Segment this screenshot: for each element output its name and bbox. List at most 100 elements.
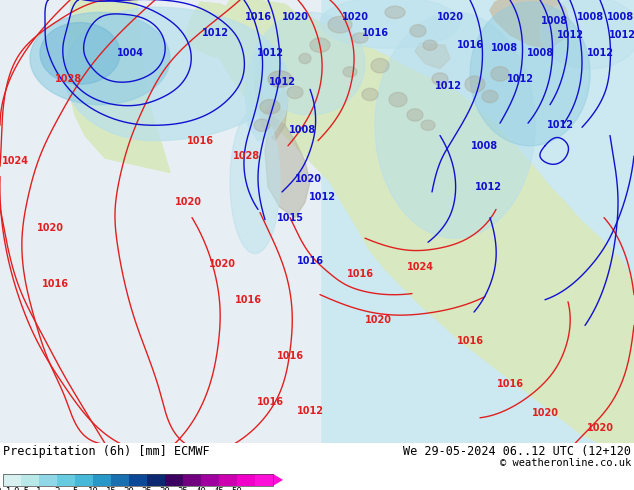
Polygon shape: [230, 110, 280, 253]
Polygon shape: [30, 12, 170, 105]
Text: 1004: 1004: [117, 49, 143, 58]
Text: 30: 30: [160, 487, 171, 490]
Text: 1012: 1012: [434, 81, 462, 91]
Polygon shape: [407, 109, 423, 121]
Bar: [237, 474, 255, 486]
Text: 25: 25: [141, 487, 152, 490]
Polygon shape: [432, 73, 448, 85]
Text: 1028: 1028: [233, 151, 259, 161]
Bar: [201, 474, 219, 486]
Bar: [165, 474, 183, 486]
Polygon shape: [465, 76, 485, 93]
Text: 1008: 1008: [288, 125, 316, 135]
Text: 1012: 1012: [297, 406, 323, 416]
Text: 1020: 1020: [174, 197, 202, 207]
Polygon shape: [362, 88, 378, 100]
Polygon shape: [375, 12, 535, 238]
Text: 1012: 1012: [507, 74, 533, 84]
Text: 1008: 1008: [472, 141, 498, 151]
Text: 2: 2: [55, 487, 60, 490]
Text: 1016: 1016: [41, 279, 68, 289]
Polygon shape: [328, 17, 352, 33]
Text: 1012: 1012: [586, 49, 614, 58]
Text: Precipitation (6h) [mm] ECMWF: Precipitation (6h) [mm] ECMWF: [3, 445, 210, 459]
Text: 1012: 1012: [547, 120, 574, 130]
Text: 1008: 1008: [491, 43, 519, 53]
Polygon shape: [491, 67, 509, 81]
Text: 1016: 1016: [456, 336, 484, 346]
Polygon shape: [410, 24, 426, 37]
Polygon shape: [40, 23, 120, 84]
Polygon shape: [299, 53, 311, 64]
Polygon shape: [470, 2, 590, 146]
Text: 1016: 1016: [245, 12, 271, 23]
Bar: [75, 474, 93, 486]
Text: © weatheronline.co.uk: © weatheronline.co.uk: [500, 458, 631, 467]
Text: 1012: 1012: [202, 28, 228, 38]
Polygon shape: [423, 40, 437, 50]
Text: 35: 35: [178, 487, 188, 490]
Text: 1020: 1020: [281, 12, 309, 23]
Bar: [129, 474, 147, 486]
Text: 1016: 1016: [361, 28, 389, 38]
Polygon shape: [421, 120, 435, 130]
Polygon shape: [68, 0, 170, 172]
Polygon shape: [273, 474, 283, 486]
Text: 1: 1: [36, 487, 42, 490]
Polygon shape: [310, 38, 330, 52]
Polygon shape: [255, 53, 288, 141]
Polygon shape: [287, 86, 303, 98]
Text: 1012: 1012: [309, 192, 335, 202]
Text: 50: 50: [231, 487, 242, 490]
Text: 1024: 1024: [1, 156, 29, 166]
Polygon shape: [268, 71, 292, 87]
Bar: [111, 474, 129, 486]
Text: 1015: 1015: [276, 213, 304, 222]
Polygon shape: [0, 0, 634, 443]
Bar: [219, 474, 237, 486]
Text: 1020: 1020: [209, 259, 235, 269]
Text: 1016: 1016: [456, 40, 484, 50]
Text: 1024: 1024: [406, 262, 434, 272]
Text: 1016: 1016: [257, 397, 283, 407]
Text: 1008: 1008: [607, 12, 633, 23]
Polygon shape: [64, 7, 285, 141]
Text: 1016: 1016: [297, 256, 323, 266]
Text: 1012: 1012: [609, 30, 634, 40]
Polygon shape: [385, 6, 405, 19]
Text: 1020: 1020: [531, 408, 559, 417]
Bar: [3, 474, 273, 486]
Text: 1016: 1016: [235, 295, 261, 305]
Text: 1008: 1008: [526, 49, 553, 58]
Polygon shape: [343, 67, 357, 77]
Text: 1008: 1008: [541, 16, 569, 25]
Text: 1016: 1016: [186, 136, 214, 146]
Text: 1016: 1016: [496, 379, 524, 389]
Text: 1012: 1012: [269, 77, 295, 87]
Bar: [39, 474, 57, 486]
Polygon shape: [265, 115, 310, 218]
Polygon shape: [389, 93, 407, 107]
Polygon shape: [371, 58, 389, 73]
Text: 1012: 1012: [474, 182, 501, 192]
Bar: [21, 474, 39, 486]
Polygon shape: [482, 90, 498, 102]
Text: 5: 5: [72, 487, 78, 490]
Polygon shape: [185, 2, 250, 58]
Polygon shape: [215, 0, 634, 443]
Text: 1016: 1016: [347, 269, 373, 279]
Polygon shape: [320, 0, 460, 48]
Polygon shape: [255, 12, 365, 115]
Text: 0.1: 0.1: [0, 487, 11, 490]
Bar: [183, 474, 201, 486]
Text: 20: 20: [124, 487, 134, 490]
Text: 10: 10: [87, 487, 98, 490]
Polygon shape: [260, 99, 280, 114]
Text: 1020: 1020: [365, 315, 392, 325]
Bar: [57, 474, 75, 486]
Polygon shape: [0, 0, 320, 443]
Text: 40: 40: [196, 487, 207, 490]
Text: 1020: 1020: [586, 423, 614, 433]
Polygon shape: [415, 43, 450, 69]
Bar: [3, 474, 21, 486]
